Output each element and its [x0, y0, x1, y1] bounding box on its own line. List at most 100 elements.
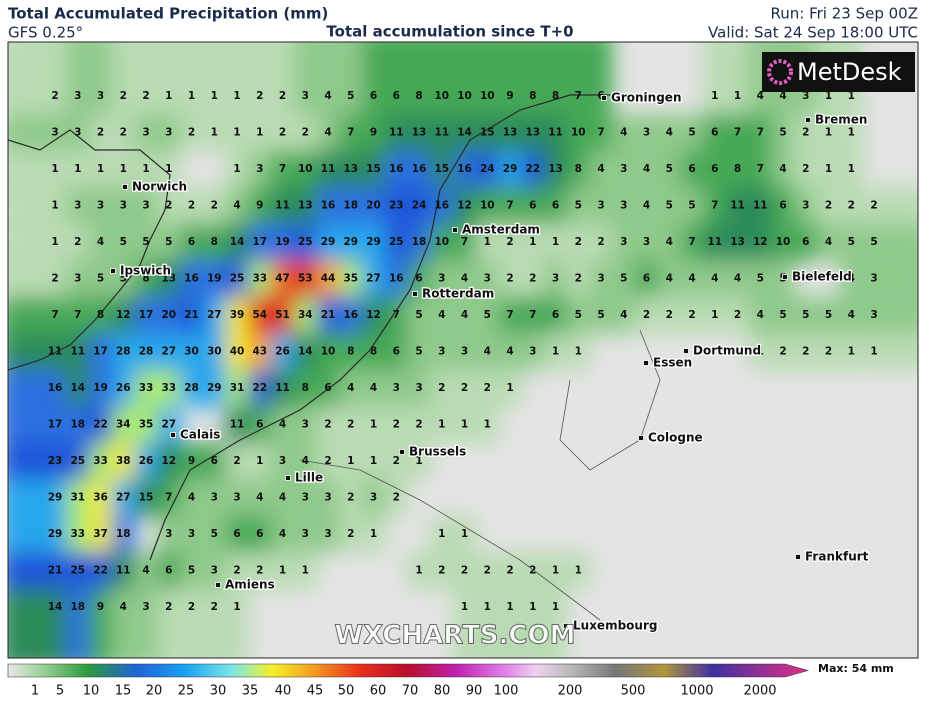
precip-cell: [475, 552, 499, 589]
precip-cell: [66, 442, 90, 480]
precip-cell: [225, 42, 249, 115]
grid-value: 5: [779, 127, 786, 139]
precip-cell: [89, 223, 112, 261]
grid-value: 2: [688, 309, 695, 321]
precip-cell: [202, 260, 226, 297]
precip-cell: [111, 552, 135, 589]
precip-cell: [612, 114, 636, 151]
grid-value: 3: [552, 273, 559, 285]
grid-value: 13: [298, 200, 313, 212]
grid-value: 7: [688, 236, 695, 248]
grid-value: 2: [347, 492, 354, 504]
precip-cell: [89, 42, 112, 115]
colorbar-tick-label: 60: [370, 684, 387, 699]
precip-cell: [475, 187, 499, 224]
grid-value: 28: [116, 346, 131, 358]
precip-cell: [384, 369, 408, 407]
precip-cell: [612, 150, 636, 188]
precip-cell: [453, 187, 476, 224]
grid-value: 12: [366, 309, 381, 321]
grid-value: 3: [324, 492, 331, 504]
city-label: Cologne: [648, 431, 703, 445]
grid-value: 2: [188, 127, 195, 139]
city-label: Bremen: [815, 113, 867, 127]
precip-cell: [407, 42, 431, 115]
grid-value: 3: [870, 309, 877, 321]
city-label: Rotterdam: [422, 287, 494, 301]
precip-cell: [111, 442, 135, 480]
map-area: 2 3 3 2 2 1 1 1 1 2 2 3 4 5 6 6 8 10 10 10 9 8 8 7 6 1 1 4 4 3 1 13 3 2 2 3…: [8, 42, 918, 658]
grid-value: 4: [848, 309, 855, 321]
grid-value: 11: [70, 346, 85, 358]
grid-value: 3: [165, 127, 172, 139]
precip-cell: [8, 223, 67, 261]
precip-cell: [430, 223, 454, 261]
grid-value: 3: [302, 492, 309, 504]
precip-cell: [566, 150, 590, 188]
grid-value: 10: [457, 90, 472, 102]
grid-value: 7: [575, 90, 582, 102]
precip-cell: [66, 260, 90, 297]
precip-cell: [771, 150, 795, 188]
precip-cell: [475, 223, 499, 261]
precip-cell: [544, 223, 567, 261]
grid-value: 4: [666, 273, 673, 285]
precip-cell: [271, 260, 294, 297]
grid-value: 3: [233, 492, 240, 504]
grid-value: 6: [165, 565, 172, 577]
precip-cell: [612, 223, 636, 261]
colorbar-ticks: 1 5 10 15 20 25 30 35 40 45 50 60 70 80 90 100 200 500 100…: [31, 684, 777, 699]
grid-value: 26: [116, 382, 131, 394]
grid-value: 5: [165, 236, 172, 248]
grid-value: 3: [302, 419, 309, 431]
precip-cell: [8, 479, 67, 516]
grid-value: 19: [275, 236, 290, 248]
city-marker: [122, 184, 128, 190]
precip-cell: [362, 187, 385, 224]
precip-cell: [362, 479, 385, 516]
precip-cell: [384, 260, 408, 297]
precip-cell: [225, 552, 249, 589]
grid-value: 4: [757, 90, 764, 102]
grid-value: 4: [779, 90, 786, 102]
grid-value: 8: [347, 346, 354, 358]
precip-cell: [225, 187, 249, 224]
precip-cell: [316, 333, 340, 370]
city-label: Dortmund: [693, 344, 761, 358]
grid-value: 1: [302, 565, 309, 577]
precip-cell: [771, 333, 795, 370]
precip-cell: [544, 150, 567, 188]
precip-cell: [475, 42, 499, 115]
grid-value: 1: [370, 528, 377, 540]
grid-value: 15: [366, 163, 381, 175]
precip-cell: [726, 260, 749, 297]
grid-value: 2: [438, 565, 445, 577]
precip-cell: [316, 369, 340, 407]
grid-value: 1: [165, 90, 172, 102]
grid-value: 4: [620, 309, 627, 321]
precip-cell: [544, 114, 567, 151]
grid-value: 33: [139, 382, 154, 394]
grid-value: 14: [230, 236, 245, 248]
grid-value: 12: [457, 200, 472, 212]
precip-cell: [89, 479, 112, 516]
precip-cell: [89, 369, 112, 407]
precip-cell: [134, 369, 158, 407]
precip-cell: [566, 187, 590, 224]
grid-value: 1: [825, 163, 832, 175]
grid-value: 11: [116, 565, 131, 577]
precip-cell: [111, 406, 135, 443]
grid-value: 3: [142, 127, 149, 139]
grid-value: 7: [757, 163, 764, 175]
grid-value: 44: [321, 273, 336, 285]
grid-value: 4: [711, 273, 718, 285]
precip-cell: [66, 552, 90, 589]
precip-cell: [111, 369, 135, 407]
colorbar-tick-label: 45: [307, 684, 324, 699]
precip-cell: [407, 296, 431, 334]
precip-cell: [293, 552, 317, 589]
precip-cell: [202, 223, 226, 261]
precip-cell: [293, 114, 317, 151]
grid-value: 2: [142, 90, 149, 102]
precip-cell: [157, 114, 181, 151]
